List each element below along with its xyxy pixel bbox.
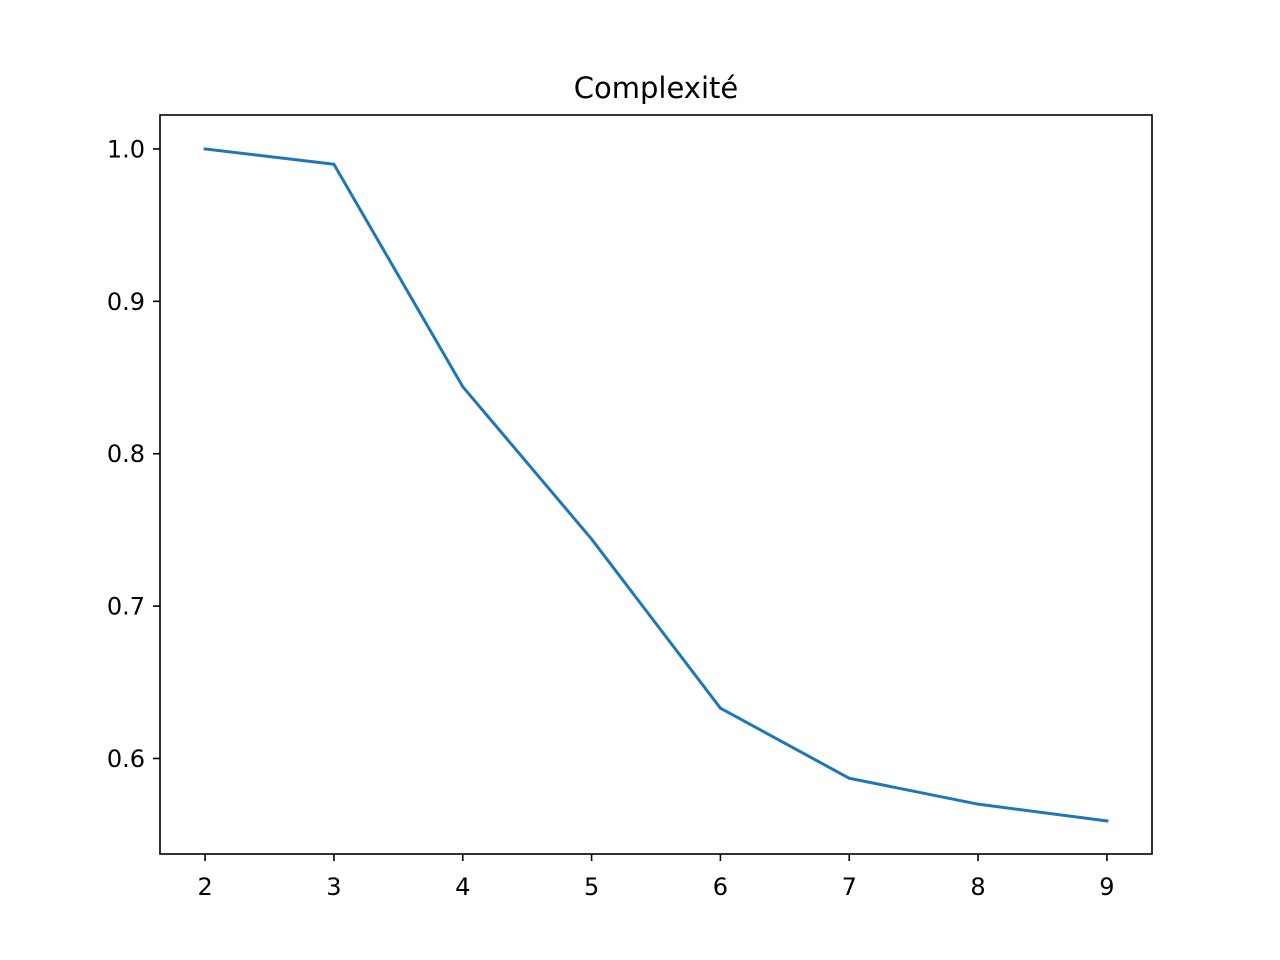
chart-title: Complexité	[574, 71, 738, 105]
y-tick-label: 0.9	[107, 288, 145, 316]
x-tick-label: 2	[197, 873, 212, 901]
x-tick-label: 4	[455, 873, 470, 901]
y-tick-label: 0.7	[107, 593, 145, 621]
y-tick-label: 1.0	[107, 135, 145, 163]
plot-area: 2 3 4 5 6 7 8 9 0.6 0.7 0.8 0.9 1.0	[107, 114, 1153, 901]
y-tick-label: 0.8	[107, 440, 145, 468]
x-tick-label: 8	[970, 873, 985, 901]
series-line	[203, 147, 1109, 823]
x-tick-label: 6	[713, 873, 728, 901]
x-tick-label: 9	[1099, 873, 1114, 901]
axes-frame	[159, 114, 1153, 855]
x-tick-label: 3	[326, 873, 341, 901]
x-tick-label: 5	[584, 873, 599, 901]
x-tick-label: 7	[842, 873, 857, 901]
y-tick-label: 0.6	[107, 745, 145, 773]
